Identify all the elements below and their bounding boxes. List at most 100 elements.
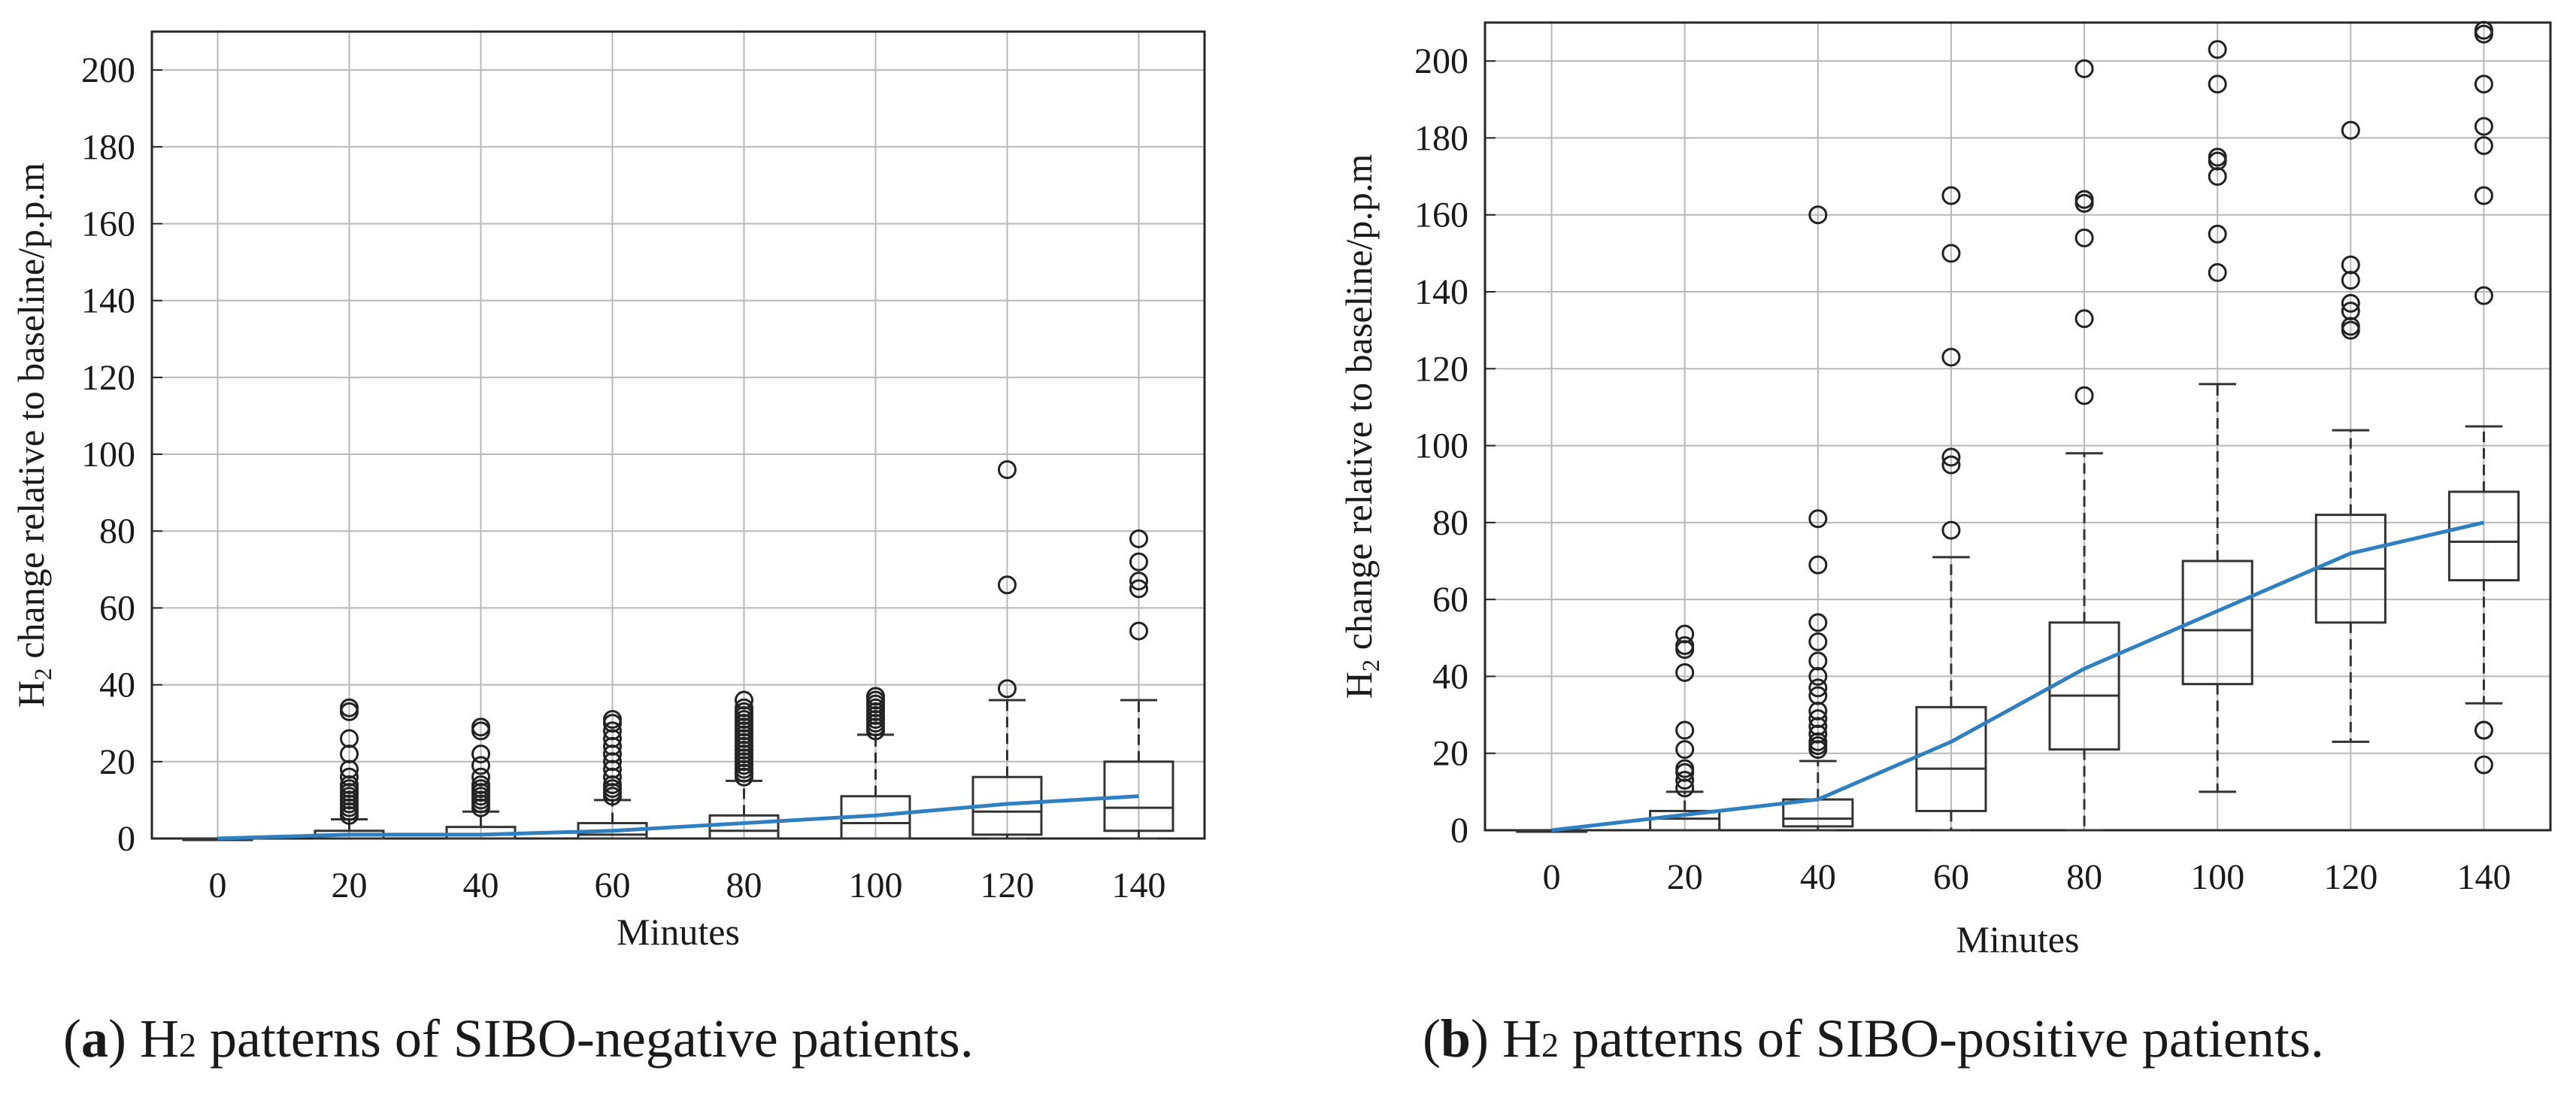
- outlier-point: [340, 698, 359, 717]
- outlier-point: [1941, 455, 1961, 475]
- outlier-point: [471, 767, 490, 787]
- outlier-point: [1129, 572, 1148, 591]
- outlier-point: [603, 752, 622, 772]
- y-tick-label: 40: [1432, 657, 1468, 696]
- y-tick-label: 120: [1414, 349, 1468, 389]
- outlier-point: [2208, 74, 2227, 94]
- outlier-point: [2208, 262, 2227, 282]
- chart-panel-a: 0 20 40 60 80 100 120 140 160 180 200 0 20 40 60 80 100 1…: [10, 30, 1206, 953]
- outlier-point: [735, 690, 753, 710]
- y-tick-label: 60: [1432, 580, 1468, 620]
- outlier-point: [1808, 709, 1828, 729]
- outlier-point: [603, 767, 622, 787]
- outlier-point: [2208, 40, 2227, 59]
- outlier-point: [2474, 286, 2493, 305]
- outlier-point: [1941, 186, 1961, 205]
- y-tick-label: 100: [81, 435, 135, 475]
- y-axis-label: H2 change relative to baseline/p.p.m: [1338, 154, 1385, 699]
- y-axis-label: H2 change relative to baseline/p.p.m: [10, 162, 57, 708]
- outlier-point: [1675, 663, 1695, 682]
- outlier-point: [1808, 632, 1828, 651]
- outlier-point: [1129, 529, 1148, 548]
- outlier-point: [2474, 74, 2493, 94]
- outlier-point: [2074, 309, 2094, 329]
- outlier-point: [735, 698, 753, 717]
- box-group-100: [840, 687, 911, 840]
- outlier-point: [2474, 117, 2493, 136]
- box-group-100: [2181, 40, 2253, 793]
- outlier-point: [1941, 520, 1961, 540]
- box-group-140: [1103, 529, 1174, 840]
- x-axis-label: Minutes: [617, 911, 740, 953]
- outlier-point: [1808, 205, 1828, 225]
- x-tick-label: 20: [1667, 857, 1703, 897]
- y-tick-label: 20: [1432, 734, 1468, 774]
- outlier-point: [603, 710, 622, 729]
- outlier-point: [1808, 509, 1828, 529]
- box-iqr: [1103, 760, 1174, 832]
- x-tick-label: 40: [463, 866, 499, 905]
- outlier-point: [2341, 120, 2360, 140]
- box-group-140: [2447, 20, 2520, 775]
- outlier-point: [1808, 701, 1828, 720]
- x-tick-label: 140: [2456, 857, 2511, 897]
- box-iqr: [2447, 490, 2520, 582]
- outlier-point: [1941, 244, 1961, 263]
- outlier-point: [2474, 186, 2493, 205]
- box-iqr: [1915, 705, 1987, 812]
- outlier-point: [866, 687, 885, 706]
- outlier-point: [2474, 20, 2493, 40]
- outlier-point: [340, 744, 359, 764]
- caption-b: (b) H2 patterns of SIBO-positive patient…: [1423, 1008, 2324, 1069]
- y-tick-label: 60: [99, 588, 135, 628]
- outlier-point: [603, 736, 622, 756]
- outlier-point: [1675, 771, 1695, 790]
- outlier-point: [1675, 636, 1695, 656]
- outlier-point: [471, 744, 490, 764]
- outlier-point: [2341, 271, 2360, 290]
- outlier-point: [471, 775, 490, 794]
- outlier-point: [1675, 624, 1695, 644]
- outlier-point: [2474, 720, 2493, 740]
- outlier-point: [1129, 579, 1148, 599]
- outlier-point: [1808, 686, 1828, 705]
- outlier-point: [1808, 651, 1828, 671]
- y-tick-label: 140: [81, 281, 135, 321]
- outlier-point: [603, 775, 622, 794]
- y-tick-label: 200: [1414, 41, 1468, 81]
- outlier-point: [2474, 755, 2493, 775]
- mean-line: [1551, 520, 2485, 832]
- x-tick-label: 60: [595, 866, 631, 905]
- outlier-point: [1129, 621, 1148, 641]
- x-tick-label: 80: [726, 866, 762, 905]
- outlier-point: [1675, 720, 1695, 740]
- outlier-point: [998, 679, 1017, 699]
- x-tick-label: 100: [2190, 857, 2244, 897]
- box-group-80: [2048, 59, 2120, 832]
- y-tick-label: 0: [1450, 811, 1468, 851]
- x-tick-label: 100: [849, 866, 903, 905]
- plot-frame: [1483, 21, 2552, 832]
- outlier-point: [603, 721, 622, 741]
- x-tick-label: 120: [980, 866, 1035, 905]
- box-group-80: [708, 690, 780, 840]
- outlier-point: [2341, 293, 2360, 313]
- x-tick-label: 120: [2323, 857, 2377, 897]
- x-tick-label: 40: [1800, 857, 1836, 897]
- x-tick-label: 0: [209, 866, 227, 905]
- outlier-point: [2474, 136, 2493, 156]
- outlier-point: [1808, 678, 1828, 698]
- outlier-point: [2074, 386, 2094, 405]
- outlier-point: [2074, 228, 2094, 247]
- outlier-point: [1941, 347, 1961, 367]
- y-tick-label: 180: [81, 127, 135, 167]
- chart-panel-b: 0 20 40 60 80 100 120 140 160 180 200 0 20 40 60 80 100 1…: [1338, 20, 2552, 960]
- outlier-point: [340, 767, 359, 787]
- x-tick-label: 140: [1112, 866, 1166, 905]
- outlier-point: [2341, 302, 2360, 321]
- outlier-point: [2341, 255, 2360, 274]
- y-tick-label: 180: [1414, 118, 1468, 158]
- outlier-point: [340, 775, 359, 794]
- outlier-point: [998, 459, 1017, 479]
- outlier-point: [1675, 759, 1695, 778]
